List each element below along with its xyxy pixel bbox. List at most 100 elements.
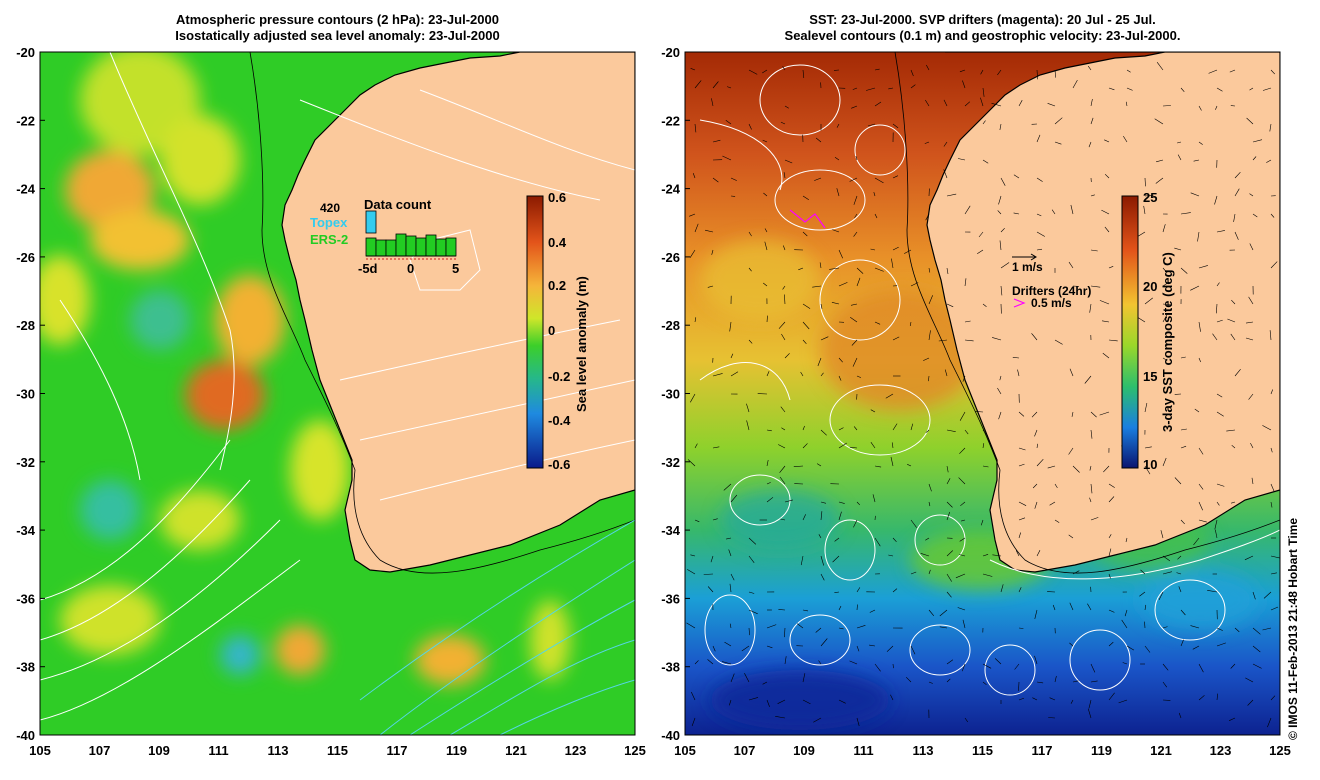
velocity-arrow: [1215, 529, 1218, 539]
velocity-arrow: [946, 267, 949, 275]
credit-text: © IMOS 11-Feb-2013 21:48 Hobart Time: [1286, 517, 1300, 740]
ers2-bars: [365, 233, 457, 257]
velocity-arrow: [1230, 663, 1236, 669]
velocity-arrow: [1087, 65, 1092, 71]
velocity-arrow: [1198, 663, 1204, 673]
velocity-arrow: [938, 339, 948, 342]
velocity-arrow: [1227, 318, 1236, 323]
velocity-arrow: [1180, 87, 1185, 92]
velocity-arrow: [874, 101, 882, 107]
velocity-arrow: [1084, 375, 1092, 384]
velocity-arrow: [1180, 639, 1184, 647]
velocity-arrow: [819, 262, 822, 269]
velocity-arrow: [1178, 712, 1182, 719]
velocity-arrow: [961, 519, 966, 522]
velocity-arrow: [748, 339, 753, 344]
right-lon-tick: 113: [913, 743, 934, 758]
velocity-arrow: [926, 64, 930, 71]
velocity-arrow: [689, 249, 696, 258]
velocity-arrow: [928, 330, 931, 341]
velocity-arrow: [687, 569, 696, 575]
velocity-arrow: [686, 622, 696, 629]
velocity-arrow: [815, 137, 822, 143]
velocity-arrow: [1090, 99, 1093, 107]
velocity-arrow: [959, 69, 966, 73]
velocity-arrow: [1180, 609, 1186, 616]
data-count-number: 420: [320, 201, 340, 215]
velocity-arrow: [764, 241, 768, 251]
velocity-arrow: [982, 465, 989, 468]
velocity-arrow: [1270, 213, 1275, 218]
velocity-arrow: [1103, 465, 1110, 473]
velocity-arrow: [1266, 159, 1272, 163]
velocity-arrow: [817, 357, 822, 367]
velocity-arrow: [892, 246, 899, 251]
velocity-arrow: [856, 501, 861, 506]
velocity-arrow: [711, 249, 714, 255]
velocity-arrow: [907, 464, 912, 467]
drifter-scale-label: 0.5 m/s: [1031, 296, 1072, 310]
velocity-arrow: [924, 141, 930, 144]
velocity-arrow: [892, 588, 898, 593]
velocity-arrow: [997, 69, 1002, 76]
velocity-arrow: [1216, 303, 1218, 314]
velocity-arrow: [1207, 590, 1218, 593]
velocity-arrow: [694, 123, 697, 133]
velocity-scale-label: 1 m/s: [1012, 260, 1043, 274]
velocity-arrow: [1269, 330, 1272, 341]
velocity-arrow: [781, 333, 786, 341]
velocity-arrow: [1036, 550, 1041, 557]
velocity-arrow: [711, 98, 714, 107]
velocity-arrow: [1234, 627, 1240, 633]
velocity-arrow: [904, 249, 912, 254]
velocity-arrow: [802, 425, 805, 431]
velocity-arrow: [1124, 609, 1128, 617]
velocity-arrow: [838, 249, 843, 259]
velocity-arrow: [730, 177, 737, 181]
velocity-arrow: [854, 213, 858, 219]
velocity-arrow: [838, 605, 842, 611]
left-map: [40, 52, 635, 735]
inset-tick-minus5: -5d: [358, 261, 378, 276]
velocity-arrow: [834, 537, 840, 542]
velocity-arrow: [1252, 663, 1262, 669]
velocity-arrow: [1054, 339, 1063, 345]
velocity-arrow: [1032, 697, 1038, 701]
velocity-arrow: [946, 193, 957, 197]
velocity-arrow: [1216, 627, 1223, 631]
velocity-arrow: [802, 69, 805, 79]
velocity-arrow: [802, 673, 806, 683]
velocity-arrow: [1090, 411, 1097, 418]
velocity-legend: 1 m/s Drifters (24hr) 0.5 m/s: [1012, 253, 1091, 310]
velocity-arrow: [694, 223, 699, 233]
velocity-arrow: [729, 583, 732, 593]
velocity-arrow: [1048, 717, 1056, 719]
left-lon-tick: 119: [446, 743, 467, 758]
velocity-arrow: [763, 192, 768, 197]
left-lat-tick: -34: [16, 523, 36, 538]
velocity-arrow: [782, 285, 786, 290]
velocity-arrow: [1193, 537, 1200, 546]
velocity-arrow: [1190, 192, 1200, 197]
sst-colorbar-gradient: [1121, 195, 1139, 469]
velocity-arrow: [1032, 483, 1038, 489]
right-lon-tick: 111: [853, 743, 873, 758]
sla-colorbar: 0.6 0.4 0.2 0 -0.2 -0.4 -0.6 Sea level a…: [526, 190, 589, 472]
velocity-arrow: [1162, 281, 1170, 287]
velocity-arrow: [1036, 248, 1043, 251]
velocity-arrow: [1000, 227, 1005, 233]
right-lat-tick: -28: [661, 318, 680, 333]
velocity-arrow: [775, 716, 786, 719]
velocity-arrow: [812, 285, 822, 288]
velocity-arrow: [961, 663, 966, 672]
velocity-arrow: [1090, 194, 1095, 197]
velocity-arrow: [838, 357, 843, 363]
velocity-arrow: [853, 231, 858, 237]
velocity-arrow: [1118, 699, 1128, 704]
velocity-arrow: [1270, 606, 1279, 611]
velocity-arrow: [784, 159, 793, 164]
velocity-arrow: [909, 321, 912, 327]
velocity-arrow: [946, 501, 953, 508]
